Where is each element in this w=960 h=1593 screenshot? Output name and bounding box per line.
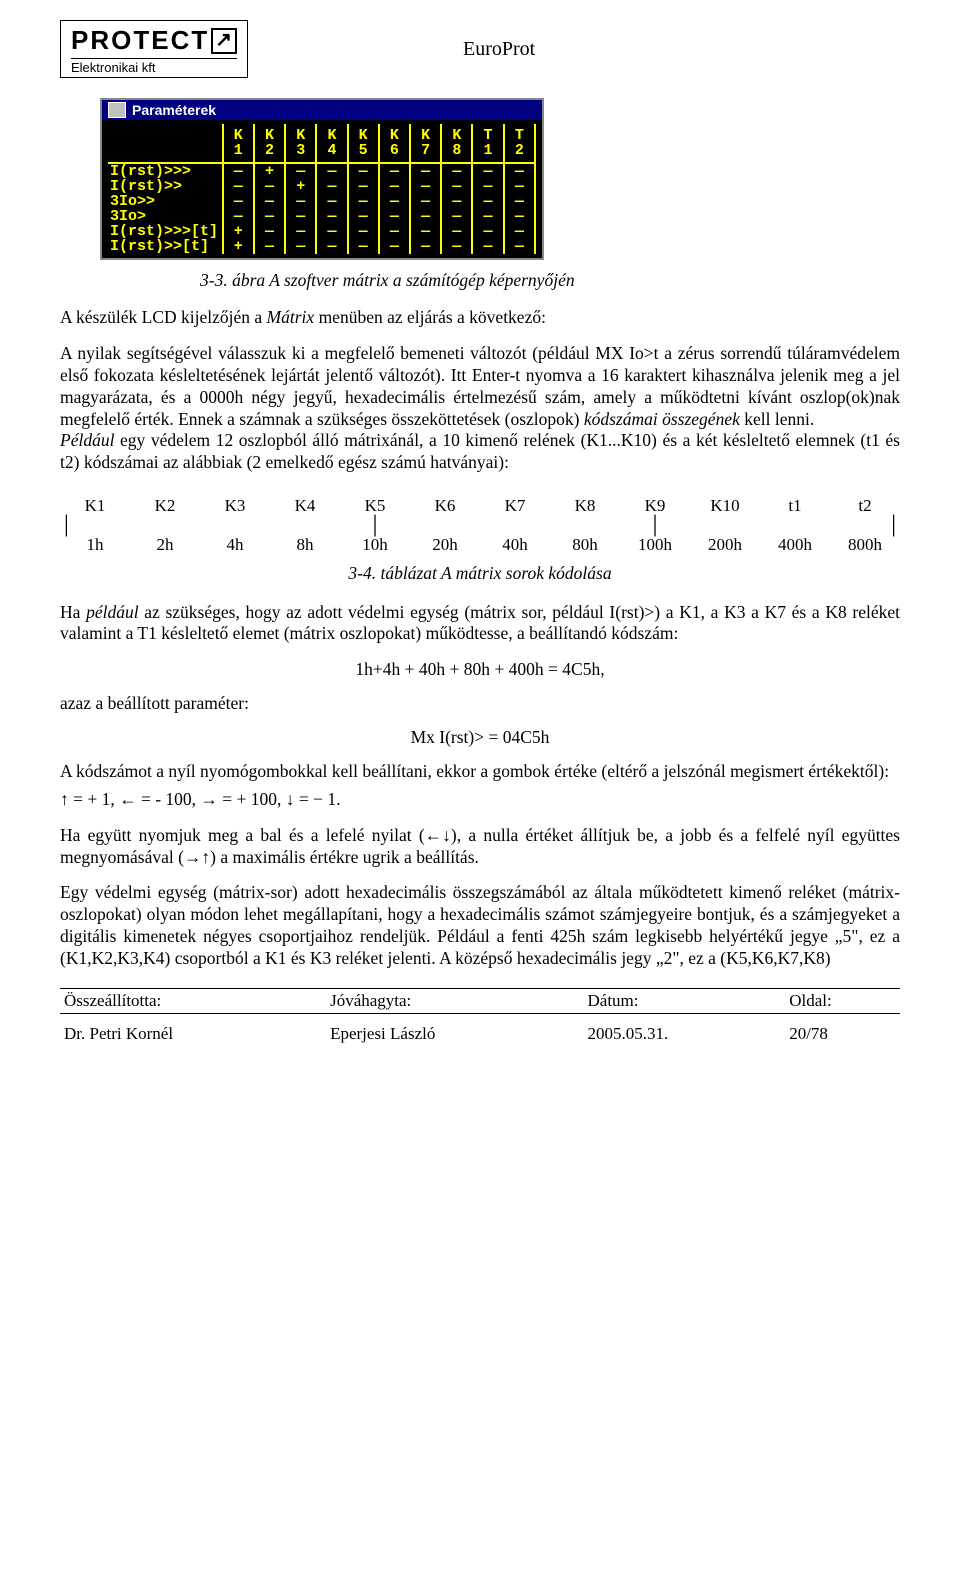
page-header: PROTECT Elektronikai kft EuroProt	[60, 20, 900, 78]
footer-v4: 20/78	[785, 1013, 900, 1046]
footer-h2: Jóváhagyta:	[326, 989, 583, 1014]
footer-v1: Dr. Petri Kornél	[60, 1013, 326, 1046]
equation-3: ↑ = + 1, ← = - 100, → = + 100, ↓ = − 1.	[60, 789, 900, 811]
logo-text: PROTECT	[71, 25, 209, 56]
equation-2: Mx I(rst)> = 04C5h	[60, 727, 900, 749]
footer-h3: Dátum:	[584, 989, 786, 1014]
parameter-grid: KKKKKKKKTT1234567812I(rst)>>>—+————————I…	[102, 120, 542, 258]
paragraph-5: azaz a beállított paraméter:	[60, 693, 900, 715]
logo: PROTECT Elektronikai kft	[60, 20, 248, 78]
paragraph-1: A készülék LCD kijelzőjén a Mátrix menüb…	[60, 307, 900, 329]
footer-h1: Összeállította:	[60, 989, 326, 1014]
table-caption: 3-4. táblázat A mátrix sorok kódolása	[60, 563, 900, 584]
logo-subtitle: Elektronikai kft	[71, 58, 237, 75]
paragraph-2: A nyilak segítségével válasszuk ki a meg…	[60, 343, 900, 431]
equation-1: 1h+4h + 40h + 80h + 400h = 4C5h,	[60, 659, 900, 681]
paragraph-6: A kódszámot a nyíl nyomógombokkal kell b…	[60, 761, 900, 783]
window-title: Paraméterek	[132, 102, 216, 118]
footer-v2: Eperjesi László	[326, 1013, 583, 1046]
page-footer: Összeállította: Jóváhagyta: Dátum: Oldal…	[60, 988, 900, 1046]
paragraph-7: Ha együtt nyomjuk meg a bal és a lefelé …	[60, 825, 900, 869]
window-titlebar: Paraméterek	[102, 100, 542, 120]
window-icon	[108, 102, 126, 118]
footer-h4: Oldal:	[785, 989, 900, 1014]
logo-icon	[211, 28, 237, 54]
paragraph-8: Egy védelmi egység (mátrix-sor) adott he…	[60, 882, 900, 970]
paragraph-3: Például egy védelem 12 oszlopból álló má…	[60, 430, 900, 474]
page-title: EuroProt	[248, 38, 900, 61]
figure-caption: 3-3. ábra A szoftver mátrix a számítógép…	[200, 270, 900, 291]
code-table: K1K2K3K4K5K6K7K8K9K10t1t2││││1h2h4h8h10h…	[60, 494, 900, 556]
footer-v3: 2005.05.31.	[584, 1013, 786, 1046]
paragraph-4: Ha például az szükséges, hogy az adott v…	[60, 602, 900, 646]
parameter-window: Paraméterek KKKKKKKKTT1234567812I(rst)>>…	[100, 98, 544, 260]
